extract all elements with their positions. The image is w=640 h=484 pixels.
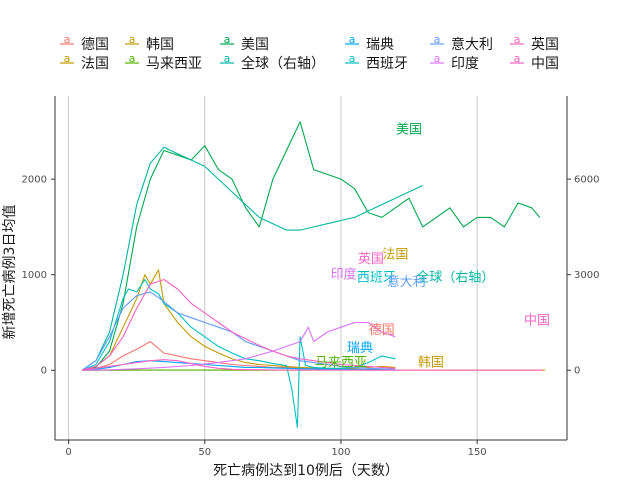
y2-tick-label-2: 6000 <box>574 175 599 186</box>
legend-label-3: 马来西亚 <box>146 56 202 72</box>
legend-label-7: 西班牙 <box>366 56 408 72</box>
legend-glyph-8: a <box>434 33 441 46</box>
series-label-0: 德国 <box>369 323 395 338</box>
series-label-6: 瑞典 <box>347 341 373 356</box>
y-tick-label-0: 0 <box>41 366 47 377</box>
legend-label-1: 法国 <box>81 56 109 72</box>
series-label-2: 韩国 <box>418 355 444 370</box>
x-tick-label-3: 150 <box>468 447 487 458</box>
legend-glyph-1: a <box>64 52 71 65</box>
legend-label-10: 英国 <box>531 36 559 53</box>
series-label-8: 意大利 <box>387 274 426 290</box>
legend-label-5: 全球（右轴） <box>241 55 325 72</box>
x-axis-title: 死亡病例达到10例后（天数） <box>213 463 399 479</box>
series-label-1: 法国 <box>382 247 408 262</box>
axes: 0 50 100 150 0 1000 2000 0 3000 6000 <box>22 96 600 458</box>
legend-glyph-6: a <box>349 33 356 46</box>
x-tick-label-2: 100 <box>331 447 350 458</box>
legend-glyph-11: a <box>514 52 521 65</box>
series-label-4: 美国 <box>396 122 422 137</box>
x-tick-label-0: 0 <box>65 447 71 458</box>
series-label-3: 马来西亚 <box>315 355 367 370</box>
series-label-5: 全球（右轴） <box>416 270 494 286</box>
y-tick-label-1: 1000 <box>22 270 47 281</box>
series-label-9: 印度 <box>331 267 357 283</box>
legend-glyph-2: a <box>129 33 136 46</box>
legend-glyph-10: a <box>514 33 521 46</box>
legend-glyph-7: a <box>349 52 356 65</box>
y-tick-label-2: 2000 <box>22 175 47 186</box>
legend-label-4: 美国 <box>241 37 269 53</box>
legend-label-11: 中国 <box>531 56 559 72</box>
y-axis-title: 新增死亡病例3日均值 <box>2 205 18 340</box>
legend-label-2: 韩国 <box>146 37 174 53</box>
legend-glyph-9: a <box>434 52 441 65</box>
y2-tick-label-1: 3000 <box>574 270 599 281</box>
legend-glyph-5: a <box>224 52 231 65</box>
x-tick-label-1: 50 <box>198 447 211 458</box>
series-label-11: 中国 <box>524 313 550 328</box>
legend-label-9: 印度 <box>451 56 479 72</box>
legend-label-6: 瑞典 <box>366 37 394 53</box>
legend-label-0: 德国 <box>81 37 109 53</box>
legend-glyph-0: a <box>64 33 71 46</box>
legend-glyph-4: a <box>224 33 231 46</box>
y2-tick-label-0: 0 <box>574 366 580 377</box>
series-label-10: 英国 <box>358 252 384 267</box>
legend-label-8: 意大利 <box>451 36 493 53</box>
legend-glyph-3: a <box>129 52 136 65</box>
